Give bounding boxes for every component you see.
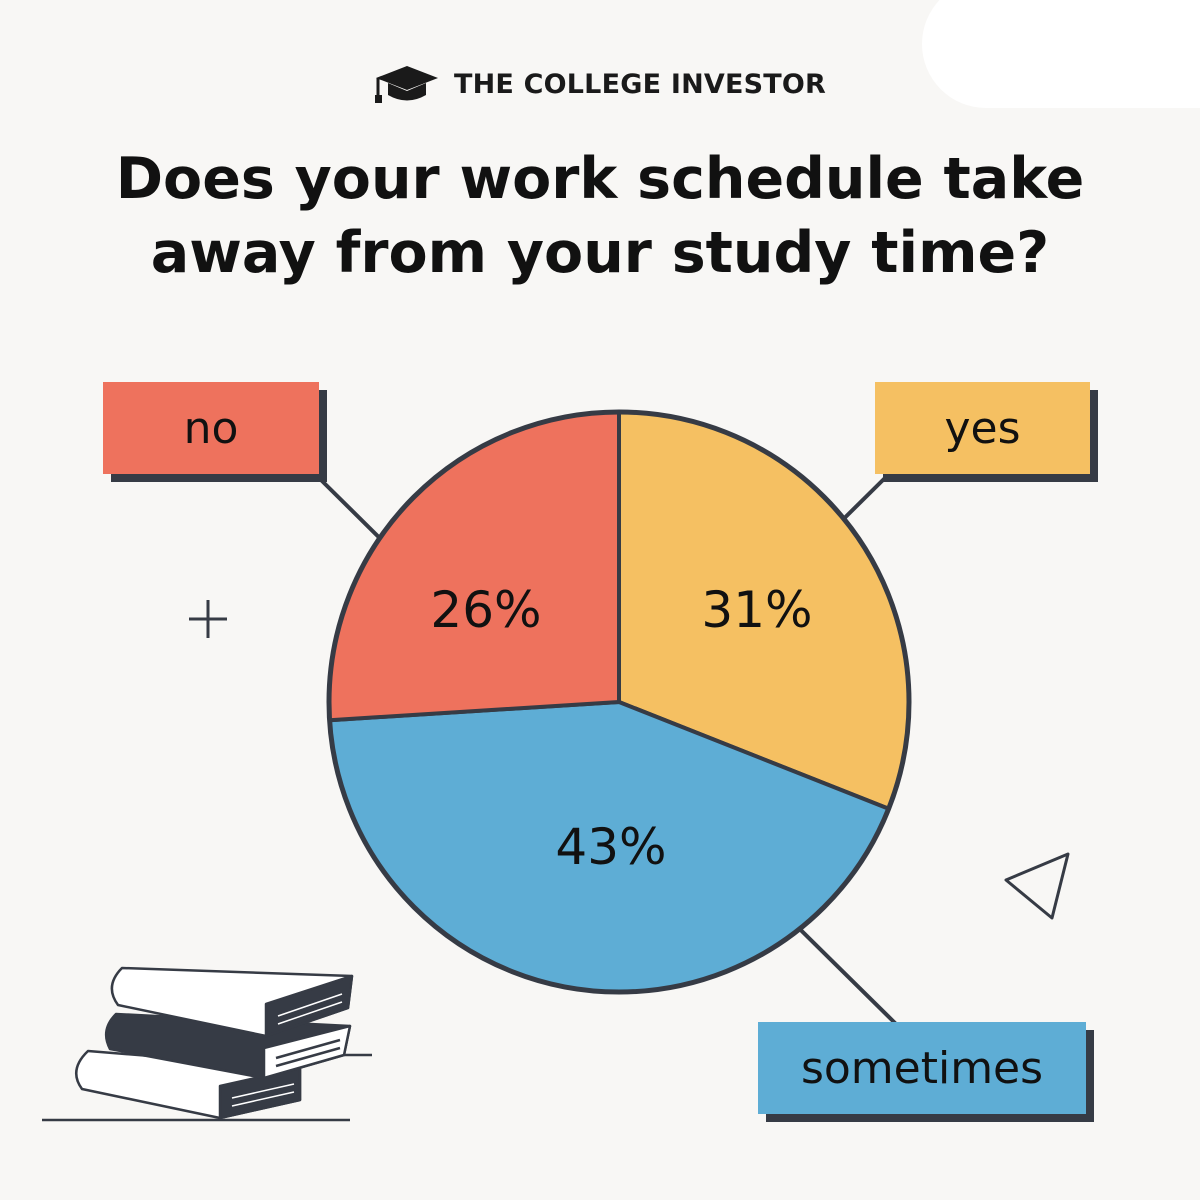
legend-callout-no: no bbox=[103, 382, 319, 474]
pie-slice-no bbox=[327, 410, 621, 723]
brand-header: THE COLLEGE INVESTOR bbox=[0, 64, 1200, 104]
pie-slices bbox=[327, 410, 911, 994]
data-label-no: 26% bbox=[430, 581, 541, 639]
triangle-icon bbox=[1004, 852, 1070, 920]
graduation-cap-icon bbox=[374, 66, 438, 103]
title-line-1: Does your work schedule take bbox=[115, 146, 1085, 212]
title-line-2: away from your study time? bbox=[150, 220, 1050, 286]
corner-decoration bbox=[922, 0, 1200, 108]
brand-name: THE COLLEGE INVESTOR bbox=[453, 68, 827, 100]
legend-callout-yes: yes bbox=[875, 382, 1090, 474]
book-stack-illustration bbox=[42, 966, 372, 1122]
data-label-yes: 31% bbox=[701, 581, 812, 639]
plus-icon bbox=[189, 600, 227, 638]
data-label-sometimes: 43% bbox=[555, 818, 666, 876]
chart-title: Does your work schedule take away from y… bbox=[0, 142, 1200, 290]
pie-outline bbox=[326, 409, 912, 995]
legend-callout-sometimes: sometimes bbox=[758, 1022, 1086, 1114]
